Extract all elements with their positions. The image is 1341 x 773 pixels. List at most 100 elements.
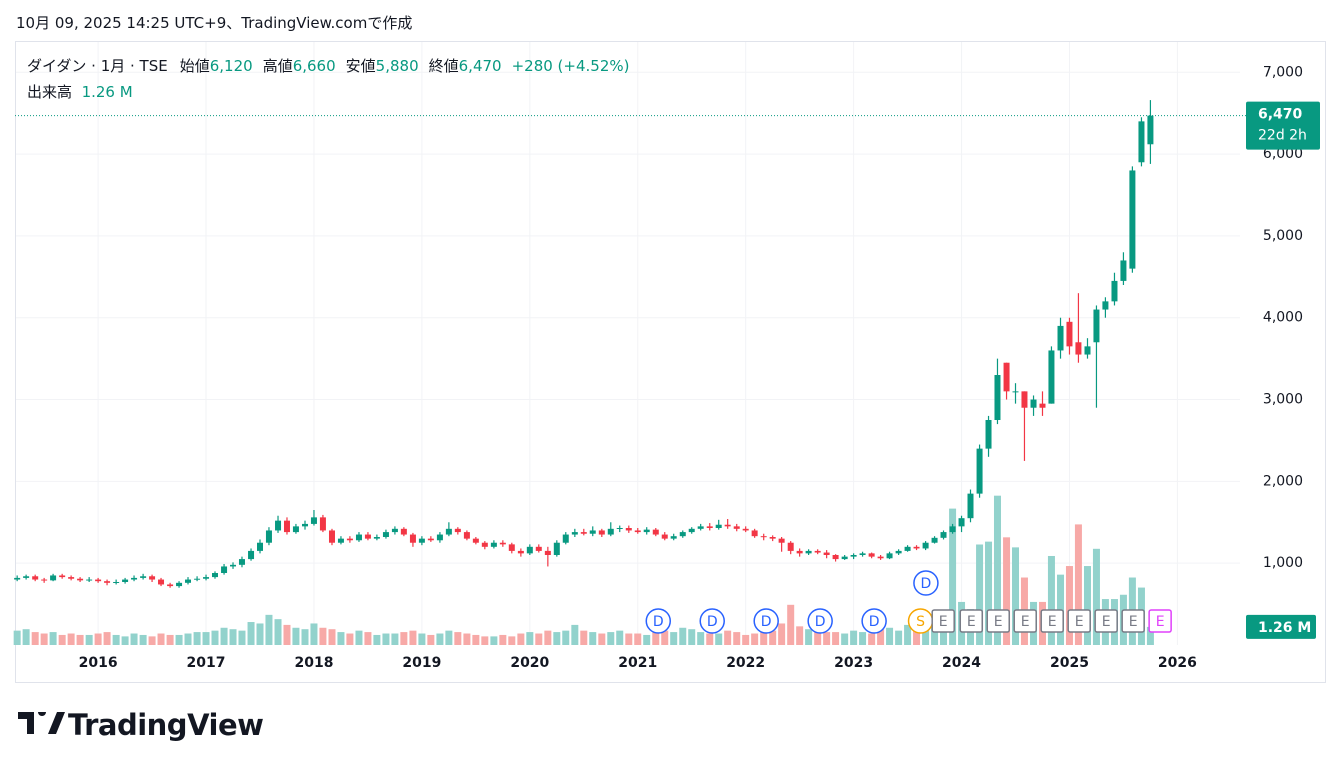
candle-body [310,517,317,524]
candle-body [823,552,830,555]
event-label: E [1156,614,1165,630]
candle-body [724,524,731,527]
candle-body [850,555,857,557]
candle-body [895,550,902,554]
volume-bar [31,632,39,645]
candle-body [68,577,75,579]
candle-body [625,528,632,531]
volume-bar [22,629,30,645]
volume-bar [355,630,363,645]
volume-bar [724,630,732,645]
volume-bar [364,632,372,645]
candle-body [203,577,210,579]
event-circle [645,608,672,634]
volume-bar [823,632,831,645]
candle-body [400,528,407,535]
x-tick-label: 2018 [294,655,333,671]
volume-bar [769,630,777,645]
candle-body [122,579,129,582]
volume-bar [301,629,309,645]
candle-body [113,582,120,583]
candle-body [1111,280,1118,302]
candle-body [1129,170,1136,269]
volume-bar [643,634,651,645]
volume-bar [1083,566,1091,645]
candle-body [634,530,641,533]
candle-body [535,546,542,551]
candle-body [32,576,39,580]
volume-bar [1047,555,1055,645]
volume-bar [841,633,849,645]
volume-bar [814,630,822,645]
volume-bar [760,632,768,645]
volume-bar [373,634,381,645]
countdown: 22d 2h [1258,128,1307,144]
candle-body [994,375,1001,420]
event-marker: S [907,608,934,634]
event-circle [807,608,833,634]
candle-body [418,538,425,543]
candle-body [904,546,911,551]
volume-bar [346,633,354,645]
candle-body [140,576,147,578]
volume-bar [940,623,948,645]
candle-body [248,550,255,560]
volume-bar [931,623,939,645]
candle-body [158,579,165,585]
volume-bar [742,634,750,645]
candle-body [319,517,326,531]
event-label: E [1048,614,1057,630]
candle-body [616,528,623,529]
volume-bar [1092,548,1100,645]
candle-body [472,538,479,543]
event-marker: E [959,609,984,633]
candle-body [706,526,713,528]
candle-body [194,578,201,580]
candle-body [517,550,524,554]
event-label: E [967,614,976,630]
y-tick-label: 7,000 [1263,64,1303,80]
volume-bar [211,630,219,645]
candle-body [958,518,965,527]
event-marker: D [645,608,672,634]
chart-frame [15,41,1326,683]
event-box [1067,609,1091,633]
symbol: ダイダン · 1月 · TSE [27,57,168,75]
candle-body [337,538,344,543]
candle-body [176,582,183,587]
y-tick-label: 2,000 [1263,473,1303,489]
candle-body [86,579,93,581]
grid [16,42,1240,645]
candle-body [562,534,569,543]
volume-bar [265,614,273,645]
candle-body [796,550,803,554]
x-tick-label: 2016 [79,655,118,671]
candle-body [364,534,371,539]
candle-body [580,532,587,534]
candle-body [1003,362,1010,392]
x-tick-label: 2019 [402,655,441,671]
x-tick-label: 2020 [510,655,549,671]
volume-bar [1074,524,1082,645]
candle-body [1030,399,1037,408]
event-marker: E [1013,609,1037,633]
volume-bar [904,624,912,645]
volume-box [1246,614,1316,639]
candle-body [292,526,299,533]
volume-bar [751,633,759,645]
volume-bar [877,629,885,645]
event-box [1040,609,1064,633]
volume-bar [481,636,489,645]
legend-row: ダイダン · 1月 · TSE 始値6,120 高値6,660 安値5,880 終値6,… [27,53,639,79]
volume-bar [85,634,93,645]
volume-bar [247,622,255,645]
volume-bar [400,632,408,645]
candle-body [670,536,677,539]
volume-bar [859,632,867,645]
volume-value: 1.26 M [81,83,133,101]
candle-body [607,528,614,535]
logo-text: TradingView [68,708,264,742]
candle-body [427,538,434,541]
volume-bar [652,632,660,645]
